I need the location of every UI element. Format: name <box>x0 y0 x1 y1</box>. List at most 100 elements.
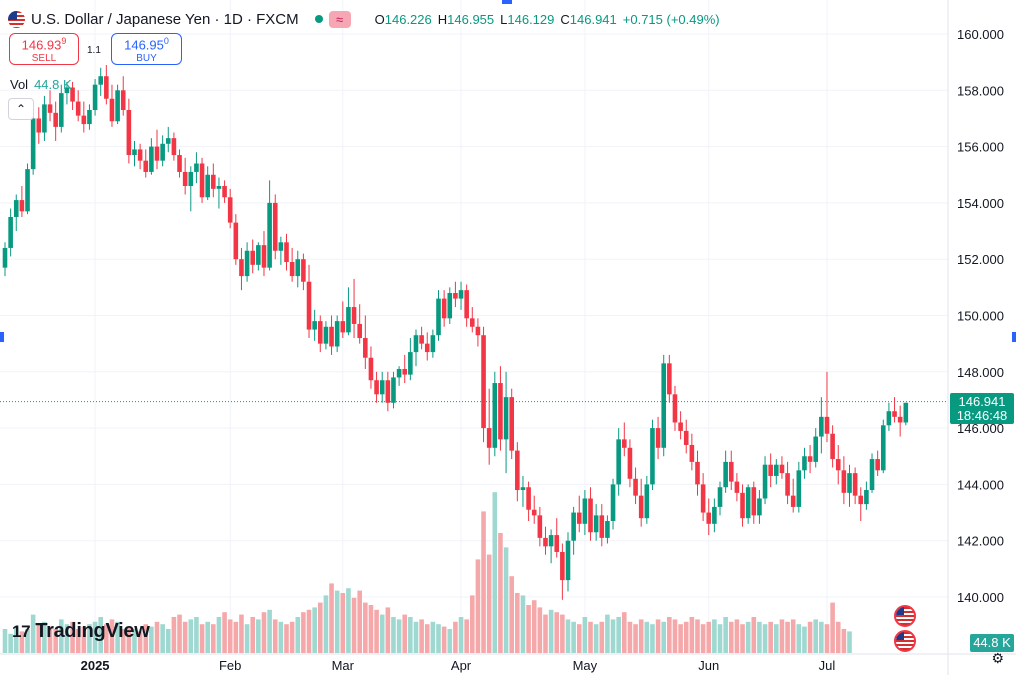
last-price-tag: 146.941 18:46:48 <box>950 393 1014 424</box>
price-tick-label: 140.000 <box>957 590 1004 605</box>
candle-body <box>25 169 30 212</box>
candle-body <box>790 495 796 507</box>
volume-bar <box>165 629 171 653</box>
candle-body <box>864 490 869 505</box>
volume-bar <box>424 624 430 653</box>
volume-bar <box>278 621 284 653</box>
candle-body <box>515 450 520 491</box>
candle-body <box>531 509 537 516</box>
candle-body <box>785 473 790 496</box>
buy-button[interactable]: 146.950 BUY <box>111 33 182 65</box>
left-resize-handle[interactable] <box>0 332 4 342</box>
volume-bar <box>239 614 244 653</box>
candle-body <box>75 101 81 116</box>
price-axis[interactable]: 160.000 158.000 156.000 154.000 152.000 150.0… <box>947 0 1004 675</box>
candle-body <box>402 368 408 375</box>
ohlc-key: O <box>374 11 385 27</box>
candle-body <box>357 323 362 339</box>
candle-body <box>340 321 346 333</box>
candle-body <box>819 416 824 437</box>
candle-body <box>205 174 210 198</box>
tradingview-logo-icon: 17 <box>12 621 31 641</box>
volume-bar <box>47 626 53 653</box>
tradingview-logo-text: TradingView <box>35 620 150 642</box>
candle-body <box>284 242 289 263</box>
symbol-title[interactable]: U.S. Dollar / Japanese Yen · 1D · FXCM <box>31 10 299 28</box>
tradingview-logo[interactable]: 17 TradingView <box>12 620 150 643</box>
volume-bar <box>723 617 728 653</box>
volume-bar <box>160 624 165 653</box>
collapse-legend-button[interactable]: ⌃ <box>8 98 34 120</box>
candle-body <box>779 464 785 474</box>
candle-body <box>317 321 323 344</box>
chart-legend-header: U.S. Dollar / Japanese Yen · 1D · FXCM ≈… <box>8 8 720 30</box>
candle-body <box>295 259 301 277</box>
volume-bar <box>317 602 323 653</box>
volume-bar <box>751 617 757 653</box>
data-wave-icon[interactable]: ≈ <box>328 10 351 28</box>
volume-bar <box>70 621 75 653</box>
candle-body <box>655 428 661 448</box>
candle-body <box>678 422 683 431</box>
chart-settings-gear-icon[interactable]: ⚙ <box>991 650 1004 666</box>
right-resize-handle[interactable] <box>1012 332 1016 342</box>
candle-body <box>802 456 807 471</box>
candle-body <box>363 338 368 358</box>
candle-body <box>346 307 351 333</box>
candle-body <box>64 87 70 94</box>
volume-bar <box>548 609 554 653</box>
volume-bar <box>762 624 768 653</box>
candle-body <box>216 186 222 189</box>
candle-body <box>351 307 357 324</box>
volume-bar <box>734 619 740 653</box>
top-resize-handle[interactable] <box>502 0 512 4</box>
volume-bar <box>785 621 790 653</box>
candle-body <box>627 447 633 479</box>
candle-body <box>278 242 284 251</box>
candle-body <box>796 470 802 507</box>
volume-bar <box>346 588 351 653</box>
volume-bar <box>492 492 498 653</box>
volume-bar <box>689 617 695 653</box>
candle-body <box>244 250 250 277</box>
candle-body <box>396 368 402 378</box>
volume-bar <box>340 593 346 653</box>
candle-body <box>723 461 728 488</box>
volume-bar <box>379 614 385 653</box>
volume-bar <box>627 621 633 653</box>
candle-body <box>830 433 835 460</box>
volume-bar <box>53 629 58 653</box>
volume-bar <box>272 619 278 653</box>
usd-jpy-flag-icon <box>8 10 25 28</box>
candle-body <box>109 98 115 122</box>
volume-legend: Vol 44.8 K <box>10 77 72 92</box>
sell-button[interactable]: 146.939 SELL <box>9 33 79 65</box>
candle-body <box>59 93 64 127</box>
candle-body <box>847 473 852 493</box>
candle-body <box>740 492 745 519</box>
candle-body <box>582 498 588 524</box>
volume-bar <box>149 626 154 653</box>
candle-body <box>571 512 576 541</box>
candle-body <box>419 335 424 344</box>
volume-bar <box>413 621 419 653</box>
volume-bar <box>802 626 807 653</box>
candle-body <box>869 459 875 491</box>
candle-body <box>441 298 447 319</box>
volume-bar <box>126 626 132 653</box>
volume-bar <box>520 595 526 653</box>
economic-event-icon[interactable] <box>894 630 916 652</box>
candle-body <box>712 506 717 524</box>
candle-body <box>751 487 757 516</box>
candle-body <box>560 551 565 581</box>
economic-event-icon[interactable] <box>894 605 916 627</box>
volume-bar <box>334 590 340 653</box>
volume-bar <box>92 621 98 653</box>
volume-bar <box>182 621 188 653</box>
volume-bar <box>576 624 582 653</box>
volume-bar <box>774 624 779 653</box>
volume-bar <box>441 626 447 653</box>
candle-body <box>486 428 492 448</box>
time-axis[interactable]: 2025 Feb Mar Apr May Jun Jul <box>0 653 1016 673</box>
